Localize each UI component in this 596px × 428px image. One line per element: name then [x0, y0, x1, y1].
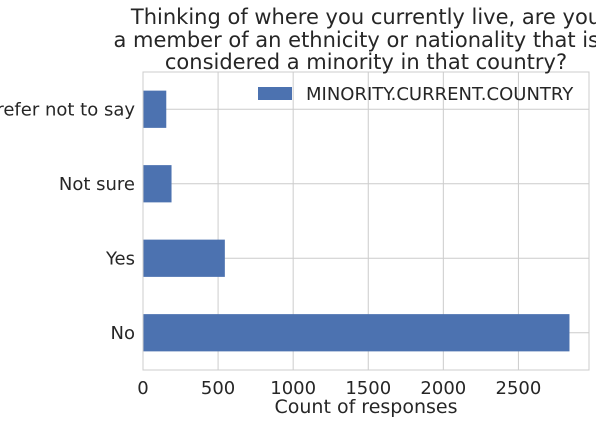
- bar: [143, 90, 167, 128]
- plot-frame: [142, 71, 590, 371]
- tick-labels: 0 500 1000 1500 2000 2500 No Yes Not sure Prefer …: [0, 99, 541, 399]
- chart-title-line-3: considered a minority in that country?: [165, 50, 567, 74]
- chart-title: Thinking of where you currently live, ar…: [113, 5, 596, 74]
- chart-title-line-1: Thinking of where you currently live, ar…: [130, 5, 596, 29]
- bar: [143, 165, 172, 203]
- x-tick-label: 2500: [496, 378, 542, 399]
- chart-title-line-2: a member of an ethnicity or nationality …: [113, 28, 596, 52]
- legend-label: MINORITY.CURRENT.COUNTRY: [306, 84, 574, 105]
- y-tick-label: Prefer not to say: [0, 99, 135, 120]
- x-tick-label: 2000: [420, 378, 466, 399]
- x-tick-label: 0: [137, 378, 148, 399]
- legend: MINORITY.CURRENT.COUNTRY: [258, 84, 574, 105]
- bar: [143, 239, 225, 277]
- y-tick-label: Yes: [105, 248, 135, 269]
- y-tick-label: Not sure: [59, 174, 135, 195]
- x-tick-label: 500: [201, 378, 235, 399]
- bar: [143, 314, 570, 352]
- y-tick-label: No: [111, 323, 135, 344]
- x-tick-label: 1500: [345, 378, 391, 399]
- legend-swatch: [258, 87, 292, 100]
- bars: [143, 90, 570, 352]
- x-axis-label: Count of responses: [274, 396, 457, 418]
- x-tick-label: 1000: [270, 378, 316, 399]
